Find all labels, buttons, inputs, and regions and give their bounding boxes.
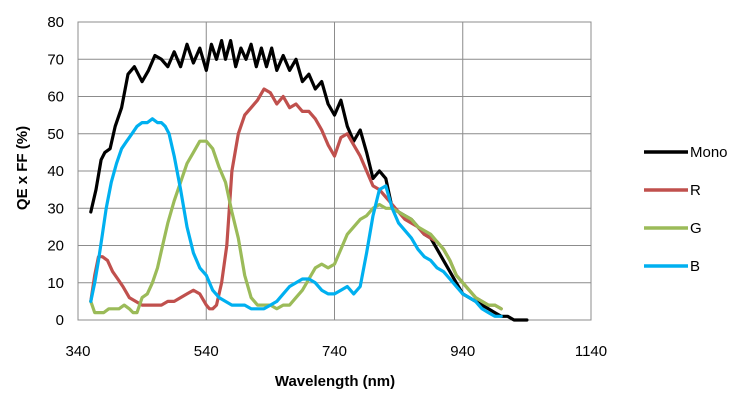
series-line-mono	[89, 38, 529, 322]
legend-label: G	[690, 220, 702, 237]
y-tick-label: 10	[47, 275, 64, 292]
x-tick-label: 740	[322, 343, 347, 360]
series-layer	[89, 38, 529, 322]
y-axis-ticks: 0 10 20 30 40 50 60 70 80	[47, 14, 64, 329]
series-line-r	[89, 87, 503, 311]
series-line-g	[89, 139, 503, 315]
x-axis-title: Wavelength (nm)	[275, 373, 395, 390]
legend-item-g: G	[644, 220, 702, 237]
legend-item-mono: Mono	[644, 144, 728, 161]
y-tick-label: 40	[47, 163, 64, 180]
legend: Mono R G B	[644, 144, 728, 275]
legend-label: Mono	[690, 144, 728, 161]
legend-item-r: R	[644, 182, 701, 199]
plot-border	[77, 21, 592, 321]
legend-label: B	[690, 258, 700, 275]
x-tick-label: 340	[65, 343, 90, 360]
y-tick-label: 80	[47, 14, 64, 31]
y-tick-label: 60	[47, 89, 64, 106]
x-tick-label: 940	[450, 343, 475, 360]
series-line-b	[89, 117, 503, 318]
plot-area	[77, 21, 592, 321]
y-tick-label: 30	[47, 200, 64, 217]
x-axis-ticks: 340 540 740 940 1140	[65, 343, 607, 360]
y-tick-label: 50	[47, 126, 64, 143]
legend-label: R	[690, 182, 701, 199]
y-axis-title: QE x FF (%)	[14, 126, 31, 210]
y-tick-label: 20	[47, 238, 64, 255]
y-tick-label: 70	[47, 51, 64, 68]
x-tick-label: 1140	[575, 343, 607, 360]
y-tick-label: 0	[56, 312, 64, 329]
x-tick-label: 540	[194, 343, 219, 360]
legend-item-b: B	[644, 258, 700, 275]
